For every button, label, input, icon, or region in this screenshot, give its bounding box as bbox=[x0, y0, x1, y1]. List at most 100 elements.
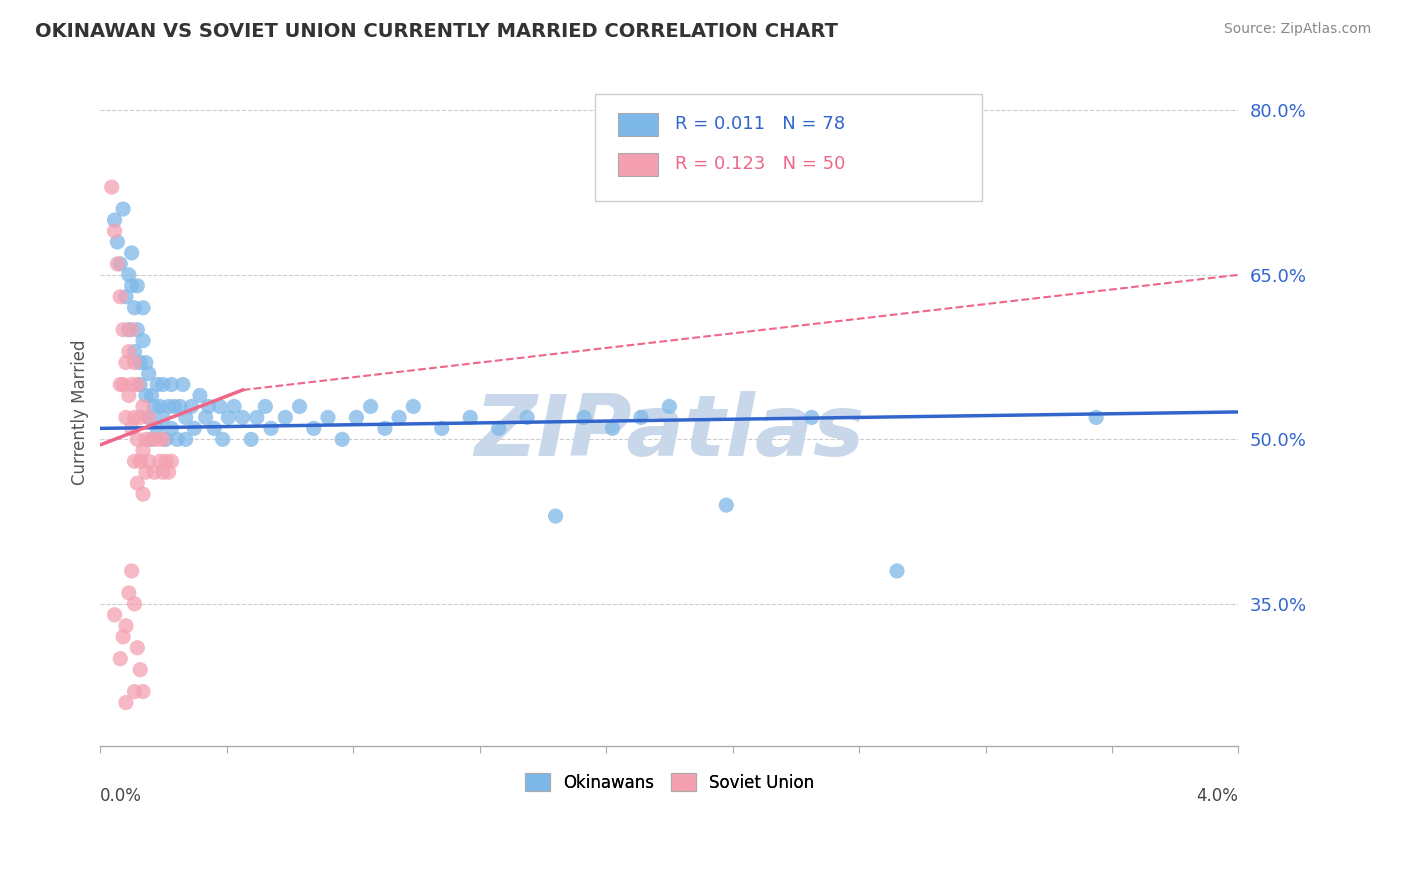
Point bbox=[360, 400, 382, 414]
Text: OKINAWAN VS SOVIET UNION CURRENTLY MARRIED CORRELATION CHART: OKINAWAN VS SOVIET UNION CURRENTLY MARRI… bbox=[35, 22, 838, 41]
Point bbox=[160, 454, 183, 468]
Point bbox=[157, 400, 180, 414]
Point bbox=[132, 684, 155, 698]
Point bbox=[135, 388, 157, 402]
Point bbox=[402, 400, 425, 414]
Point bbox=[149, 454, 172, 468]
Point bbox=[121, 421, 143, 435]
Point bbox=[141, 433, 163, 447]
Point bbox=[127, 323, 149, 337]
Text: ZIPatlas: ZIPatlas bbox=[474, 391, 865, 474]
Point bbox=[124, 454, 146, 468]
Point bbox=[129, 355, 152, 369]
Point bbox=[232, 410, 254, 425]
Point bbox=[127, 377, 149, 392]
Point bbox=[886, 564, 908, 578]
Point bbox=[160, 421, 183, 435]
Point bbox=[458, 410, 481, 425]
Point bbox=[330, 433, 353, 447]
Point bbox=[388, 410, 411, 425]
Point bbox=[344, 410, 367, 425]
Point bbox=[172, 377, 194, 392]
FancyBboxPatch shape bbox=[595, 95, 983, 202]
FancyBboxPatch shape bbox=[619, 153, 658, 176]
Text: R = 0.011   N = 78: R = 0.011 N = 78 bbox=[675, 115, 845, 133]
Point bbox=[430, 421, 453, 435]
Point bbox=[124, 684, 146, 698]
Point bbox=[716, 498, 738, 512]
Point bbox=[132, 334, 155, 348]
Point bbox=[135, 433, 157, 447]
Point bbox=[152, 410, 174, 425]
Point bbox=[115, 410, 138, 425]
Text: 0.0%: 0.0% bbox=[100, 787, 142, 805]
Point bbox=[124, 597, 146, 611]
Point bbox=[222, 400, 245, 414]
Point bbox=[107, 235, 129, 249]
Point bbox=[115, 355, 138, 369]
Text: R = 0.123   N = 50: R = 0.123 N = 50 bbox=[675, 155, 845, 173]
Point bbox=[127, 476, 149, 491]
Point bbox=[129, 454, 152, 468]
Point bbox=[183, 421, 205, 435]
Point bbox=[129, 410, 152, 425]
Point bbox=[112, 323, 135, 337]
Point bbox=[110, 651, 132, 665]
Point bbox=[127, 433, 149, 447]
Point bbox=[246, 410, 269, 425]
Point bbox=[132, 487, 155, 501]
Legend: Okinawans, Soviet Union: Okinawans, Soviet Union bbox=[517, 767, 821, 798]
Point bbox=[118, 323, 141, 337]
Point bbox=[107, 257, 129, 271]
Point bbox=[141, 388, 163, 402]
Point bbox=[141, 433, 163, 447]
Point bbox=[132, 443, 155, 458]
Point bbox=[544, 509, 567, 524]
Point bbox=[254, 400, 277, 414]
Point bbox=[166, 433, 188, 447]
Point bbox=[152, 465, 174, 479]
FancyBboxPatch shape bbox=[619, 112, 658, 136]
Point bbox=[115, 696, 138, 710]
Point bbox=[132, 400, 155, 414]
Point bbox=[127, 278, 149, 293]
Text: Source: ZipAtlas.com: Source: ZipAtlas.com bbox=[1223, 22, 1371, 37]
Point bbox=[121, 377, 143, 392]
Point bbox=[260, 421, 283, 435]
Point bbox=[110, 257, 132, 271]
Point bbox=[160, 377, 183, 392]
Point bbox=[174, 410, 197, 425]
Point bbox=[138, 410, 160, 425]
Point bbox=[129, 377, 152, 392]
Point bbox=[800, 410, 823, 425]
Point bbox=[103, 224, 125, 238]
Point bbox=[112, 202, 135, 216]
Point bbox=[316, 410, 339, 425]
Point bbox=[374, 421, 396, 435]
Point bbox=[155, 454, 177, 468]
Point bbox=[274, 410, 297, 425]
Point bbox=[152, 433, 174, 447]
Point bbox=[138, 410, 160, 425]
Point bbox=[121, 246, 143, 260]
Point bbox=[118, 388, 141, 402]
Point bbox=[217, 410, 239, 425]
Point bbox=[174, 433, 197, 447]
Point bbox=[115, 619, 138, 633]
Point bbox=[103, 213, 125, 227]
Point bbox=[155, 433, 177, 447]
Point bbox=[103, 607, 125, 622]
Point bbox=[143, 400, 166, 414]
Point bbox=[135, 465, 157, 479]
Point bbox=[602, 421, 624, 435]
Point bbox=[516, 410, 538, 425]
Point bbox=[110, 377, 132, 392]
Point bbox=[110, 290, 132, 304]
Point bbox=[146, 377, 169, 392]
Point bbox=[135, 355, 157, 369]
Point bbox=[146, 421, 169, 435]
Point bbox=[488, 421, 510, 435]
Point bbox=[124, 410, 146, 425]
Point bbox=[112, 630, 135, 644]
Point bbox=[169, 400, 191, 414]
